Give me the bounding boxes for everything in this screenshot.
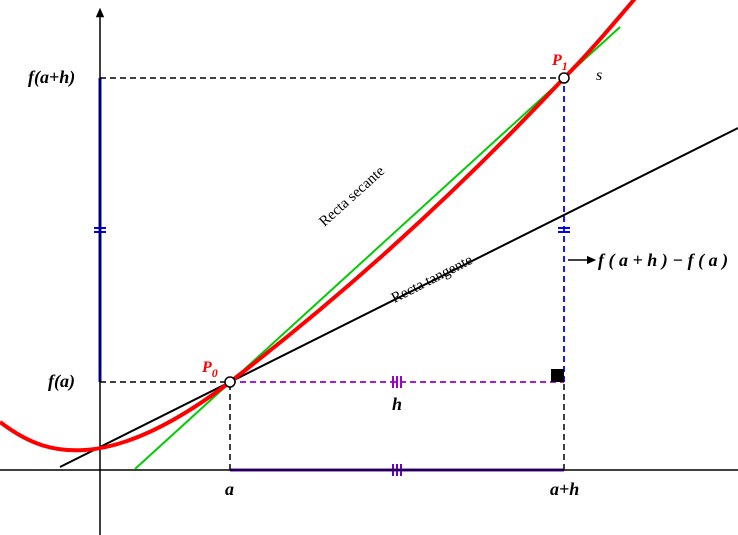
point-p1 [559, 73, 569, 83]
label-delta: f ( a + h ) − f ( a ) [598, 250, 728, 271]
right-angle-marker [551, 369, 564, 382]
label-fa: f(a) [48, 371, 75, 392]
label-tangent: Recta tangente [389, 252, 476, 307]
derivative-diagram: f(a+h) f(a) a a+h P0 P1 s Recta secante … [0, 0, 738, 535]
label-a: a [225, 479, 234, 499]
label-p1: P1 [551, 52, 568, 73]
label-aph: a+h [550, 479, 579, 499]
point-p0 [225, 377, 235, 387]
label-secant: Recta secante [316, 163, 388, 230]
label-faph: f(a+h) [28, 67, 75, 88]
label-s: s [596, 67, 602, 84]
label-h: h [392, 394, 402, 414]
label-p0: P0 [201, 359, 218, 380]
